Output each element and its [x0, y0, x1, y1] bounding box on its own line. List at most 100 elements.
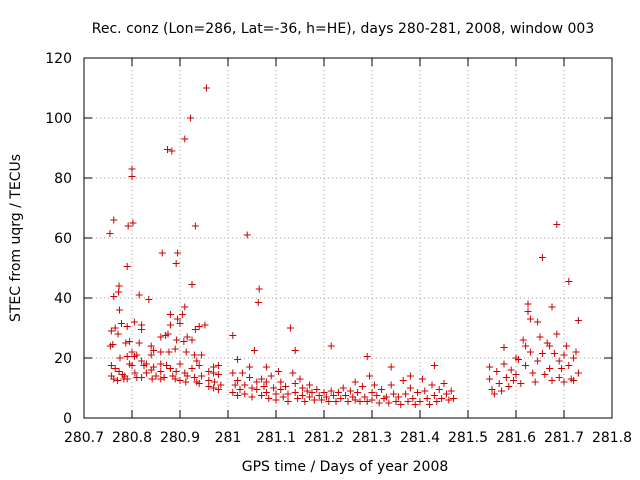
data-point-plus: [291, 347, 299, 354]
data-point-plus: [255, 285, 263, 293]
x-tick-label: 281.3: [352, 430, 392, 446]
y-tick-label: 120: [45, 51, 72, 67]
data-point-plus: [164, 146, 172, 153]
data-point-plus: [277, 386, 285, 393]
data-point-plus: [536, 333, 544, 341]
x-tick-label: 281.7: [544, 430, 584, 446]
data-point-plus: [182, 348, 190, 356]
grid-lines: [84, 58, 612, 418]
y-tick-label: 20: [54, 351, 72, 367]
data-point-plus: [421, 387, 429, 395]
data-point-plus: [310, 396, 318, 404]
data-point-plus: [234, 377, 242, 384]
data-point-plus: [394, 393, 402, 401]
data-point-plus: [157, 333, 165, 341]
data-point-plus: [392, 398, 400, 405]
data-point-plus: [442, 390, 450, 398]
data-point-plus: [334, 389, 342, 396]
data-point-plus: [231, 381, 239, 389]
data-point-plus: [123, 353, 131, 360]
data-point-plus: [195, 323, 203, 330]
data-point-plus: [211, 378, 219, 386]
data-point-plus: [500, 360, 508, 368]
data-point-plus: [253, 386, 261, 393]
data-point-plus: [284, 398, 292, 405]
data-point-plus: [246, 363, 254, 371]
data-point-plus: [229, 332, 237, 339]
data-point-plus: [262, 378, 270, 386]
data-point-plus: [548, 377, 556, 384]
data-point-plus: [346, 387, 354, 395]
data-point-plus: [565, 362, 573, 369]
data-point-plus: [445, 396, 453, 404]
data-point-plus: [128, 362, 136, 369]
data-point-plus: [306, 381, 314, 389]
data-point-plus: [131, 369, 139, 377]
data-point-plus: [110, 216, 118, 224]
data-point-plus: [124, 222, 132, 230]
data-point-plus: [330, 392, 338, 399]
data-point-plus: [322, 393, 330, 401]
data-point-plus: [522, 342, 530, 350]
data-point-plus: [198, 372, 206, 380]
data-point-plus: [183, 372, 191, 380]
y-tick-label: 80: [54, 171, 72, 187]
data-point-plus: [411, 401, 419, 408]
data-point-plus: [198, 351, 206, 359]
data-point-plus: [205, 377, 213, 384]
data-point-plus: [176, 377, 184, 384]
data-point-plus: [531, 378, 539, 386]
data-point-plus: [238, 369, 246, 377]
data-point-plus: [135, 339, 143, 347]
data-point-plus: [529, 369, 537, 377]
data-point-plus: [406, 372, 414, 380]
x-tick-label: 280.9: [160, 430, 200, 446]
data-point-plus: [277, 378, 285, 386]
data-point-plus: [505, 383, 513, 390]
data-point-plus: [265, 395, 273, 402]
data-point-plus: [270, 384, 278, 392]
data-point-plus: [158, 249, 166, 257]
data-point-plus: [298, 384, 306, 392]
data-point-plus: [534, 318, 542, 326]
data-point-plus: [397, 401, 405, 408]
data-point-plus: [562, 342, 570, 350]
data-point-plus: [430, 362, 438, 369]
data-point-plus: [289, 369, 297, 377]
data-point-plus: [272, 396, 280, 404]
data-point-plus: [435, 386, 443, 393]
data-point-plus: [115, 282, 123, 290]
data-point-plus: [115, 368, 123, 375]
data-point-plus: [572, 348, 580, 356]
data-point-plus: [214, 362, 222, 369]
data-point-plus: [524, 308, 532, 315]
data-point-plus: [426, 401, 434, 408]
data-point-plus: [519, 336, 527, 344]
data-point-plus: [382, 393, 390, 401]
data-point-plus: [111, 365, 119, 372]
data-point-plus: [123, 263, 131, 270]
data-point-plus: [320, 389, 328, 396]
data-point-plus: [243, 231, 251, 239]
data-point-plus: [306, 393, 314, 401]
y-tick-label: 60: [54, 231, 72, 247]
data-point-plus: [409, 395, 417, 402]
data-point-plus: [507, 366, 515, 374]
data-point-plus: [303, 387, 311, 395]
data-point-plus: [174, 249, 182, 257]
data-point-plus: [267, 372, 275, 380]
data-point-plus: [298, 392, 306, 399]
y-axis-label: STEC from uqrg / TECUs: [8, 154, 24, 322]
data-point-plus: [258, 392, 266, 399]
data-point-plus: [165, 348, 173, 356]
data-point-plus: [447, 387, 455, 395]
data-point-plus: [327, 342, 335, 350]
data-point-plus: [195, 362, 203, 369]
data-point-plus: [147, 351, 155, 359]
data-point-plus: [433, 398, 441, 405]
y-tick-label: 100: [45, 111, 72, 127]
x-tick-label: 280.8: [112, 430, 152, 446]
data-point-plus: [493, 368, 501, 375]
data-point-plus: [296, 375, 304, 383]
